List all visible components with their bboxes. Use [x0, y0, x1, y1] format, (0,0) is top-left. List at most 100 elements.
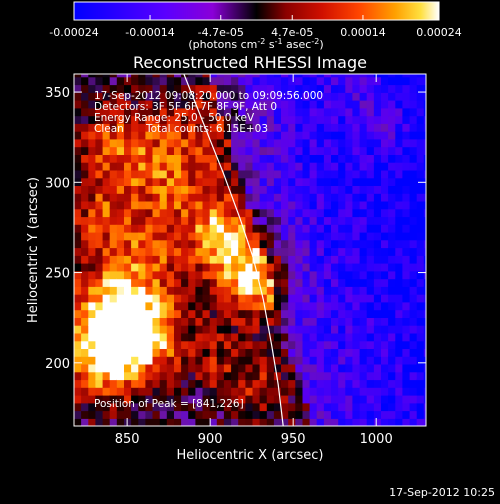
heatmap-cell — [309, 395, 318, 404]
heatmap-cell — [388, 356, 396, 365]
heatmap-cell — [388, 325, 396, 334]
heatmap-cell — [159, 418, 168, 426]
heatmap-cell — [166, 123, 175, 132]
heatmap-cell — [352, 224, 361, 233]
heatmap-cell — [188, 200, 196, 210]
heatmap-cell — [202, 402, 211, 412]
heatmap-cell — [88, 309, 96, 318]
heatmap-cell — [188, 270, 196, 280]
heatmap-cell — [188, 84, 196, 93]
heatmap-cell — [266, 410, 275, 419]
x-axis-title: Heliocentric X (arcsec) — [177, 448, 324, 463]
heatmap-cell — [302, 123, 311, 132]
heatmap-cell — [124, 356, 132, 365]
heatmap-cell — [88, 61, 96, 69]
heatmap-cell — [395, 216, 403, 225]
heatmap-cell — [109, 247, 118, 256]
heatmap-cell — [416, 107, 425, 117]
heatmap-cell — [109, 100, 118, 109]
heatmap-cell — [395, 332, 403, 342]
heatmap-cell — [338, 107, 346, 117]
heatmap-cell — [338, 185, 346, 194]
heatmap-cell — [338, 208, 346, 218]
heatmap-cell — [88, 231, 96, 241]
heatmap-cell — [159, 387, 168, 396]
heatmap-cell — [373, 278, 382, 287]
heatmap-cell — [181, 146, 189, 155]
heatmap-cell — [323, 356, 332, 365]
heatmap-cell — [202, 286, 211, 295]
heatmap-cell — [402, 177, 411, 186]
heatmap-cell — [216, 76, 225, 86]
heatmap-cell — [388, 146, 396, 155]
heatmap-cell — [181, 294, 189, 303]
heatmap-cell — [195, 162, 204, 171]
heatmap-cell — [345, 224, 353, 233]
heatmap-cell — [409, 224, 418, 233]
heatmap-cell — [381, 138, 389, 148]
heatmap-cell — [174, 185, 182, 194]
heatmap-cell — [223, 286, 232, 295]
heatmap-cell — [409, 100, 418, 109]
heatmap-cell — [302, 263, 311, 272]
heatmap-cell — [402, 61, 410, 69]
heatmap-cell — [166, 294, 175, 303]
heatmap-cell — [109, 193, 118, 202]
heatmap-cell — [266, 74, 275, 78]
heatmap-cell — [295, 224, 303, 233]
heatmap-cell — [345, 115, 353, 124]
heatmap-cell — [381, 410, 389, 419]
colorbar-tick-label: -0.00024 — [49, 26, 98, 39]
heatmap-cell — [152, 363, 161, 373]
heatmap-cell — [295, 363, 303, 373]
heatmap-cell — [345, 107, 353, 117]
footer-date: 17-Sep-2012 10:25 — [389, 486, 495, 499]
heatmap-cell — [288, 200, 296, 210]
heatmap-cell — [373, 286, 382, 295]
heatmap-cell — [138, 107, 146, 117]
heatmap-cell — [409, 294, 418, 303]
heatmap-cell — [131, 402, 139, 412]
heatmap-cell — [416, 263, 425, 272]
heatmap-cell — [288, 294, 296, 303]
heatmap-cell — [331, 255, 339, 264]
heatmap-cell — [281, 208, 289, 218]
heatmap-cell — [302, 325, 311, 334]
heatmap-cell — [423, 138, 426, 148]
heatmap-cell — [102, 356, 111, 365]
heatmap-cell — [81, 216, 89, 225]
heatmap-cell — [273, 169, 282, 179]
colorbar-tick-label: 0.00014 — [340, 26, 386, 39]
heatmap-cell — [409, 185, 418, 194]
heatmap-cell — [316, 356, 325, 365]
heatmap-cell — [209, 317, 218, 326]
heatmap-cell — [359, 332, 368, 342]
heatmap-cell — [245, 146, 254, 155]
heatmap-cell — [109, 387, 118, 396]
heatmap-cell — [102, 76, 111, 86]
heatmap-cell — [388, 270, 396, 280]
heatmap-cell — [195, 410, 204, 419]
heatmap-cell — [124, 100, 132, 109]
heatmap-cell — [359, 286, 368, 295]
heatmap-cell — [423, 348, 426, 357]
heatmap-cell — [259, 325, 268, 334]
heatmap-cell — [209, 402, 218, 412]
heatmap-cell — [295, 263, 303, 272]
heatmap-cell — [288, 395, 296, 404]
heatmap-cell — [402, 317, 411, 326]
heatmap-cell — [202, 185, 211, 194]
heatmap-cell — [88, 263, 96, 272]
heatmap-cell — [273, 154, 282, 163]
heatmap-cell — [266, 208, 275, 218]
heatmap-cell — [381, 340, 389, 349]
heatmap-cell — [323, 154, 332, 163]
heatmap-cell — [266, 395, 275, 404]
heatmap-cell — [309, 379, 318, 388]
heatmap-cell — [81, 301, 89, 311]
heatmap-cell — [174, 107, 182, 117]
heatmap-cell — [245, 131, 254, 140]
heatmap-cell — [352, 387, 361, 396]
heatmap-cell — [373, 123, 382, 132]
heatmap-cell — [323, 169, 332, 179]
